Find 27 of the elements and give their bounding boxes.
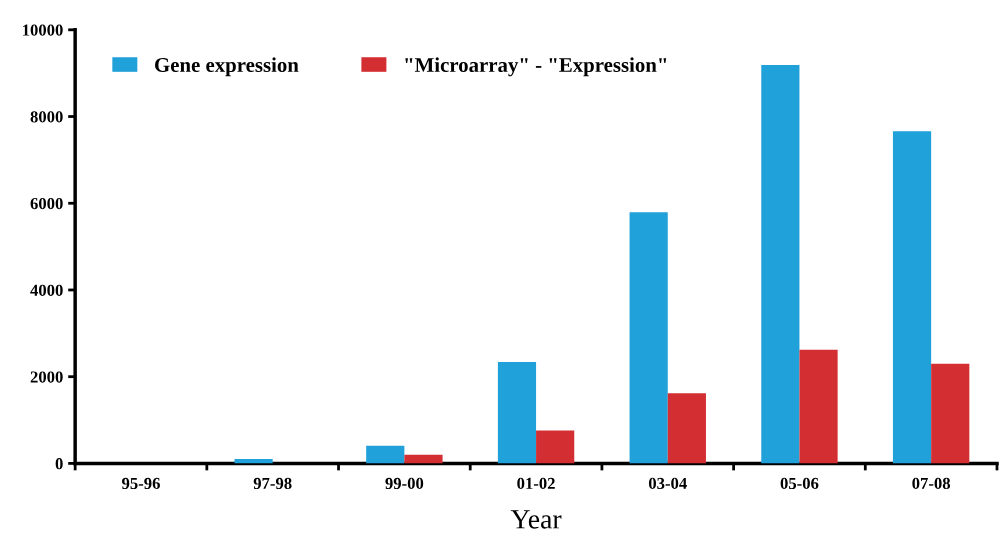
bar [931,363,970,464]
x-tick-label: 05-06 [780,477,819,490]
y-tick-label: 2000 [30,371,63,383]
x-tick-label: 97-98 [253,477,292,490]
bar [536,430,575,464]
y-tick-label: 0 [55,458,63,470]
bar [366,445,405,464]
bar [497,361,537,464]
x-tick-label: 99-00 [385,477,424,490]
y-tick-label: 10000 [23,24,63,36]
bar [667,393,706,464]
y-tick-label: 8000 [30,111,63,123]
legend-label: "Microarray" - "Expression" [405,57,667,77]
bar [234,459,273,464]
y-tick-label: 6000 [30,197,63,210]
x-tick-label: 95-96 [122,477,160,490]
bar [892,131,932,464]
x-axis-title: Year [510,510,562,529]
x-tick-label: 07-08 [912,477,951,490]
bar [404,454,443,464]
bar [629,212,668,464]
x-tick-label: 03-04 [648,477,687,490]
x-tick-label: 01-02 [517,477,555,490]
y-tick-label: 4000 [30,284,63,296]
bar [761,64,800,464]
legend-label: Gene expression [155,57,299,77]
bar [799,349,838,464]
